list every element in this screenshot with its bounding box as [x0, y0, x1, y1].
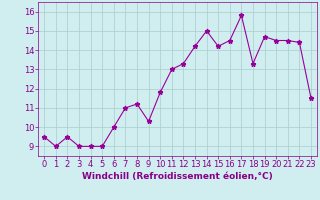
X-axis label: Windchill (Refroidissement éolien,°C): Windchill (Refroidissement éolien,°C) — [82, 172, 273, 181]
